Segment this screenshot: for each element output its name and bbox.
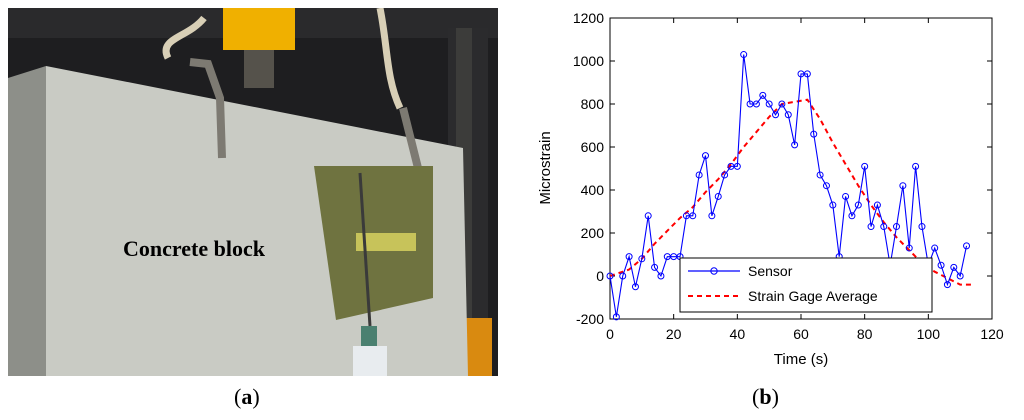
sensor-point (829, 201, 837, 209)
sensor-point (657, 272, 665, 280)
x-tick-label: 60 (793, 326, 809, 342)
photo-annotation: Concrete block (123, 236, 266, 261)
rope-left (162, 15, 207, 60)
sensor-point (638, 255, 646, 263)
legend-sensor-label: Sensor (748, 263, 793, 279)
legend: Sensor Strain Gage Average (679, 257, 933, 313)
sensor-line (609, 54, 968, 317)
sensor-point (861, 162, 869, 170)
x-tick-label: 20 (666, 326, 682, 342)
panel-label-b: (b) (752, 384, 779, 409)
sensor-point (880, 223, 888, 231)
sensor-point (759, 91, 767, 99)
sensor-point (963, 242, 971, 250)
legend-gage-label: Strain Gage Average (748, 288, 878, 304)
y-tick-label: 1000 (573, 53, 604, 69)
sensor-point (651, 263, 659, 271)
sensor-point (695, 171, 703, 179)
sensor-point (631, 283, 639, 291)
adhesive-tape (356, 233, 416, 251)
sensor-point (752, 100, 760, 108)
sensor-point (772, 111, 780, 119)
x-tick-label: 0 (606, 326, 614, 342)
sensor-point (816, 171, 824, 179)
optical-fiber (358, 172, 372, 327)
strain-gage-average-line (609, 98, 973, 286)
sensor-point (937, 261, 945, 269)
x-axis-title: Time (s) (774, 351, 828, 368)
sensor-point (765, 100, 773, 108)
y-tick-label: 1200 (573, 10, 604, 26)
legend-sensor-marker (710, 267, 718, 275)
sensor-point (822, 182, 830, 190)
sensor-point (912, 162, 920, 170)
y-tick-label: 600 (581, 139, 605, 155)
sensor-point (784, 111, 792, 119)
sensor-point (606, 272, 614, 280)
sensor-point (943, 281, 951, 289)
sensor-point (612, 313, 620, 321)
y-tick-label: -200 (576, 311, 604, 327)
rope-right (376, 8, 404, 110)
x-tick-label: 100 (917, 326, 941, 342)
sensor-point (702, 152, 709, 160)
x-tick-label: 40 (730, 326, 746, 342)
sensor-point (918, 223, 926, 231)
sensor-point (893, 223, 900, 231)
hook-right (399, 107, 422, 169)
y-tick-label: 200 (581, 225, 605, 241)
sensor-point (899, 182, 907, 190)
yellow-jack (223, 8, 295, 50)
sensor-point (721, 171, 729, 179)
sensor-point (803, 70, 811, 78)
sensor-point (854, 201, 862, 209)
sensor-point (733, 162, 741, 170)
white-cable (353, 346, 387, 376)
legend-box (679, 257, 933, 313)
block-left-face (8, 66, 46, 376)
sensor-point (810, 130, 818, 138)
sensor-point (873, 201, 881, 209)
photo-concrete-block: Concrete block (8, 8, 498, 376)
sensor-point (740, 51, 748, 59)
sensor-point (791, 141, 799, 149)
sensor-point (625, 253, 633, 261)
sensor-point (842, 192, 850, 200)
sensor-point (931, 244, 939, 252)
jack-screw (244, 50, 274, 88)
sensor-point (644, 212, 652, 220)
sensor-point (778, 100, 786, 108)
x-tick-label: 120 (980, 326, 1004, 342)
sensor-point (714, 192, 722, 200)
sensor-point (848, 212, 856, 220)
strain-chart: 0 20 40 60 80 100 120-200020040060080010001200… (537, 10, 1004, 368)
panel-label-a: (a) (234, 384, 260, 409)
y-tick-label: 400 (581, 182, 605, 198)
x-tick-label: 80 (857, 326, 873, 342)
sensor-point (689, 212, 697, 220)
sensor-point (619, 272, 627, 280)
sensor-point (956, 272, 964, 280)
hook-left (189, 58, 226, 159)
fiber-connector (361, 326, 377, 348)
sensor-point (867, 223, 875, 231)
y-axis-title: Microstrain (537, 131, 554, 204)
y-tick-label: 800 (581, 96, 605, 112)
y-tick-label: 0 (596, 268, 604, 284)
sensor-point (708, 212, 716, 220)
sensor-point (950, 263, 958, 271)
sensor-point (905, 244, 913, 252)
